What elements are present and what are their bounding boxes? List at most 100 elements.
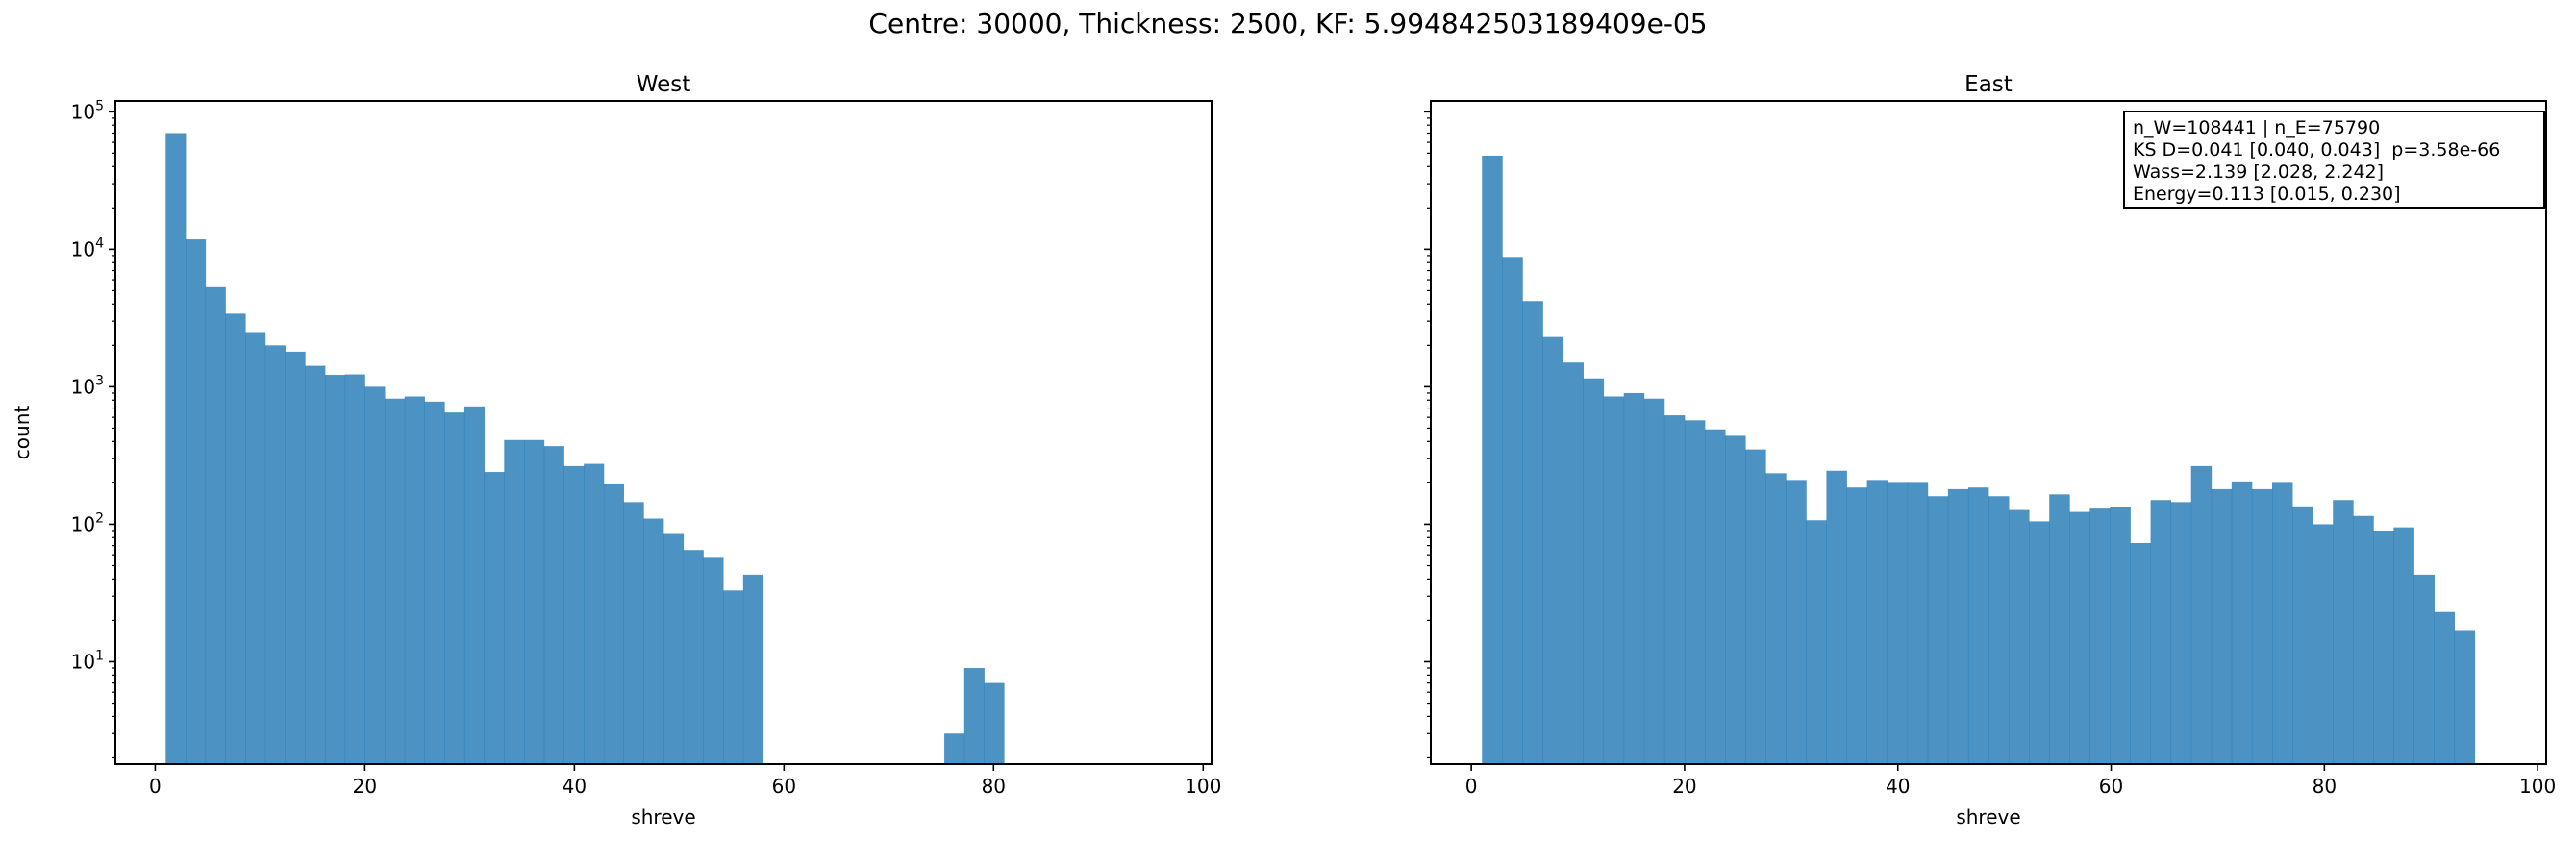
west-ytick-label: 103 <box>71 373 104 398</box>
east-bar <box>2454 630 2476 764</box>
east-bar <box>2393 527 2414 764</box>
east-xtick-label: 0 <box>1465 775 1478 798</box>
east-bar <box>1705 429 1726 764</box>
east-title: East <box>1964 72 2013 97</box>
east-bars <box>1482 155 2476 765</box>
east-bar <box>1765 473 1787 764</box>
east-bar <box>1826 470 1847 764</box>
east-bar <box>1745 449 1766 764</box>
west-plot-frame <box>114 100 1213 765</box>
west-bar <box>524 439 545 764</box>
west-bar <box>603 483 624 764</box>
east-bar <box>1907 482 1929 764</box>
east-bar <box>1846 487 1867 764</box>
east-bar <box>2089 508 2111 764</box>
west-bar <box>944 733 965 764</box>
west-bar <box>463 406 486 764</box>
east-bar <box>2110 507 2131 764</box>
east-bar <box>1482 155 1503 765</box>
west-bar <box>344 374 365 764</box>
west-xtick-label: 0 <box>149 775 162 798</box>
stats-line-ks: KS D=0.041 [0.040, 0.043] p=3.58e-66 <box>2133 139 2501 161</box>
west-xlabel: shreve <box>631 805 695 829</box>
east-bar <box>1663 415 1686 764</box>
east-bar <box>2211 488 2233 764</box>
west-bar <box>504 439 525 764</box>
west-bar <box>165 133 187 765</box>
east-bar <box>1583 378 1605 764</box>
west-bar <box>245 332 266 764</box>
west-bar <box>963 668 985 764</box>
west-bar <box>683 550 704 764</box>
east-bar <box>1563 362 1584 764</box>
east-bar <box>2333 500 2354 764</box>
west-title: West <box>637 72 691 97</box>
east-bar <box>2190 465 2213 764</box>
west-bar <box>703 557 724 764</box>
east-bar <box>1988 496 2010 764</box>
east-xtick-label: 80 <box>2313 775 2337 798</box>
east-bar <box>2130 542 2151 764</box>
east-bar <box>2434 611 2456 764</box>
west-ytick-label: 104 <box>71 235 104 260</box>
stats-line-energy: Energy=0.113 [0.015, 0.230] <box>2133 184 2401 205</box>
west-ylabel: count <box>11 406 34 460</box>
west-bar <box>264 345 286 764</box>
west-bar <box>563 465 585 764</box>
east-bar <box>1542 336 1563 764</box>
west-bar <box>623 502 644 764</box>
east-bar <box>1927 496 1949 764</box>
west-ytick-label: 105 <box>71 98 104 123</box>
east-bar <box>2353 515 2374 764</box>
west-ytick-label: 102 <box>71 510 104 535</box>
west-bar <box>186 239 207 764</box>
west-bar <box>643 518 664 764</box>
east-bar <box>2029 521 2050 764</box>
figure-suptitle: Centre: 30000, Thickness: 2500, KF: 5.99… <box>868 8 1708 39</box>
east-bar <box>1887 482 1909 764</box>
west-xtick-label: 40 <box>563 775 587 798</box>
west-bar <box>404 396 425 764</box>
east-bar <box>1684 420 1706 764</box>
west-bar <box>424 401 445 764</box>
west-bar <box>984 682 1005 764</box>
east-bar <box>2231 481 2253 764</box>
east-axes: 0 20 40 60 80 100 East shreve <box>1424 72 2556 829</box>
west-bar <box>723 590 744 764</box>
east-xtick-label: 60 <box>2099 775 2123 798</box>
east-bar <box>2009 509 2030 764</box>
east-xtick-label: 100 <box>2519 775 2556 798</box>
east-bar <box>2150 500 2172 764</box>
east-bar <box>1947 488 1969 764</box>
east-bar <box>2373 530 2394 764</box>
west-ytick-label: 101 <box>71 648 104 673</box>
west-bar <box>225 313 246 764</box>
east-bar <box>1866 480 1888 764</box>
west-bar <box>305 365 326 764</box>
east-bar <box>1967 487 1989 764</box>
stats-legend-box: n_W=108441 | n_E=75790 KS D=0.041 [0.040,… <box>2123 111 2545 209</box>
east-bar <box>1522 301 1543 764</box>
east-bar <box>1786 480 1807 764</box>
west-bar <box>385 398 406 764</box>
west-bar <box>484 472 505 764</box>
west-bar <box>543 446 564 764</box>
east-bar <box>2049 494 2070 764</box>
west-bar <box>364 386 386 764</box>
east-bar <box>2313 524 2334 764</box>
west-bar <box>285 351 306 764</box>
stats-line-counts: n_W=108441 | n_E=75790 <box>2133 117 2381 138</box>
west-bar <box>663 533 685 764</box>
east-xtick-label: 20 <box>1672 775 1696 798</box>
east-bar <box>2271 482 2293 764</box>
west-bar <box>742 574 763 764</box>
east-xlabel: shreve <box>1956 805 2020 829</box>
east-bar <box>2069 511 2090 764</box>
west-xtick-label: 80 <box>982 775 1006 798</box>
east-bar <box>1623 392 1645 764</box>
west-bar <box>205 286 226 764</box>
east-bar <box>1643 398 1665 764</box>
west-xtick-label: 100 <box>1185 775 1221 798</box>
